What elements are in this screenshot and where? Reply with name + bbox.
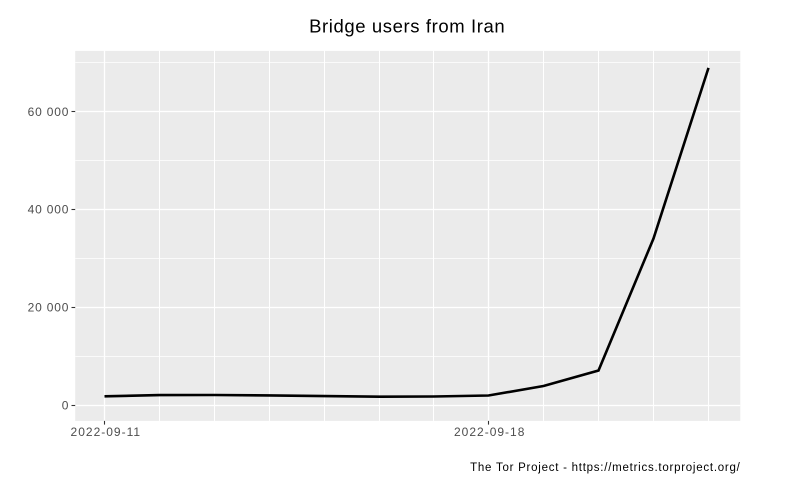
svg-text:Bridge users from Iran: Bridge users from Iran	[309, 16, 505, 37]
svg-text:The Tor Project - https://metr: The Tor Project - https://metrics.torpro…	[470, 462, 741, 474]
svg-text:40 000: 40 000	[28, 203, 70, 217]
svg-text:2022-09-11: 2022-09-11	[71, 425, 142, 439]
svg-text:20 000: 20 000	[28, 301, 70, 315]
svg-text:0: 0	[62, 398, 69, 412]
svg-text:2022-09-18: 2022-09-18	[454, 425, 525, 439]
svg-text:60 000: 60 000	[28, 105, 70, 119]
